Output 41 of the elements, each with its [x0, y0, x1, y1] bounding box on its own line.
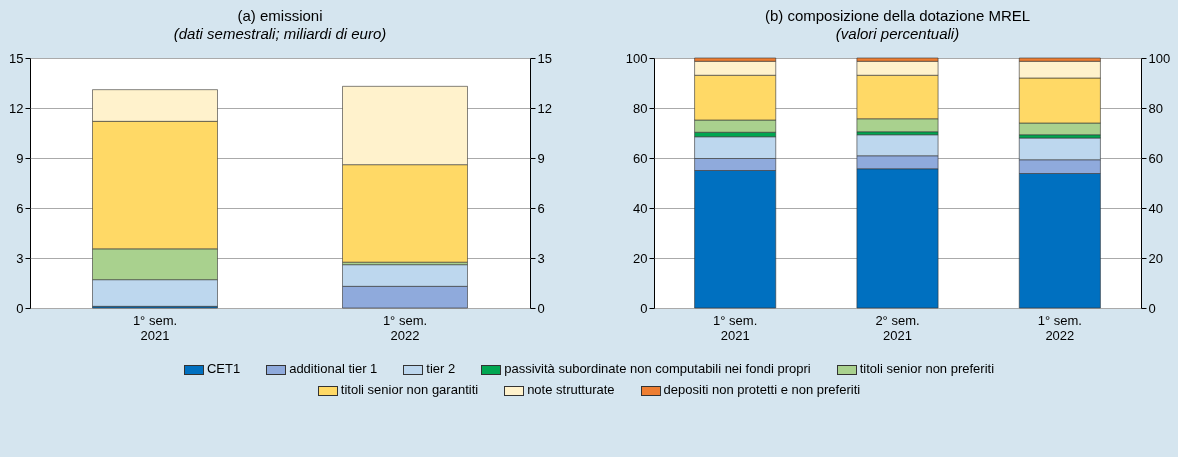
y2-tick-label: 20 — [1148, 250, 1163, 266]
legend-label: note strutturate — [527, 382, 615, 397]
x-tick-label: 1° sem. 2022 — [1037, 312, 1082, 343]
x-tick-label: 1° sem. 2021 — [713, 312, 758, 343]
x-tick-label: 1° sem. 2021 — [132, 312, 178, 343]
legend-label: passività subordinate non computabili nei fondi propri — [504, 361, 811, 376]
y-tick-label: 9 — [16, 150, 24, 166]
y-tick-label: 15 — [9, 50, 24, 66]
y-tick-label: 3 — [16, 250, 24, 266]
legend-label: tier 2 — [426, 361, 456, 376]
x-tick-label: 2° sem. 2021 — [875, 312, 920, 343]
y2-tick-label: 0 — [1148, 300, 1156, 316]
y-tick-label: 12 — [9, 100, 24, 116]
y-tick-label: 6 — [16, 200, 24, 216]
y2-tick-label: 6 — [537, 200, 545, 216]
y2-tick-label: 9 — [537, 150, 545, 166]
y2-tick-label: 12 — [537, 100, 552, 116]
y2-tick-label: 60 — [1148, 150, 1163, 166]
y-tick-label: 100 — [625, 50, 648, 66]
chart-subtitle: (valori percentuali) — [835, 25, 960, 42]
y2-tick-label: 3 — [537, 250, 545, 266]
legend-label: depositi non protetti e non preferiti — [663, 382, 861, 397]
chart-title: (b) composizione della dotazione MREL — [764, 7, 1031, 24]
y2-tick-label: 15 — [537, 50, 552, 66]
y2-tick-label: 0 — [537, 300, 545, 316]
legend-label: titoli senior non garantiti — [340, 382, 479, 397]
y-tick-label: 20 — [633, 250, 648, 266]
x-tick-label: 1° sem. 2022 — [382, 312, 428, 343]
legend-label: additional tier 1 — [289, 361, 378, 376]
y-tick-label: 80 — [633, 100, 648, 116]
y2-tick-label: 40 — [1148, 200, 1163, 216]
y2-tick-label: 80 — [1148, 100, 1163, 116]
legend-label: titoli senior non preferiti — [859, 361, 995, 376]
chart-subtitle: (dati semestrali; miliardi di euro) — [173, 25, 387, 42]
y-tick-label: 60 — [633, 150, 648, 166]
legend-label: CET1 — [206, 361, 241, 376]
chart-title: (a) emissioni — [237, 7, 323, 24]
y-tick-label: 0 — [16, 300, 24, 316]
y-tick-label: 0 — [640, 300, 648, 316]
y-tick-label: 40 — [633, 200, 648, 216]
y2-tick-label: 100 — [1148, 50, 1171, 66]
